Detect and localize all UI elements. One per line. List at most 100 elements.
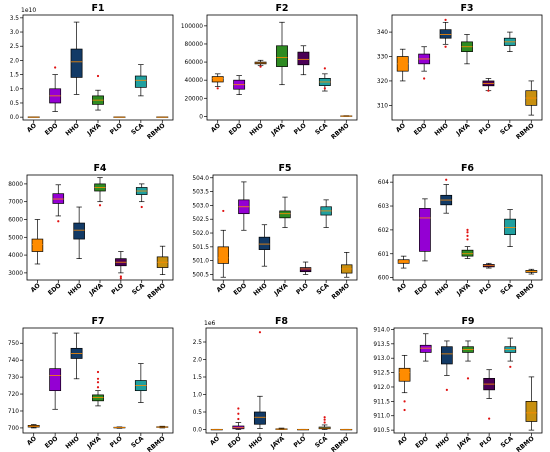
box-plo bbox=[483, 369, 495, 420]
x-tick-label: PLO bbox=[293, 122, 308, 136]
y-tick-label: 0.0 bbox=[10, 115, 20, 121]
x-tick-label: AO bbox=[396, 282, 408, 294]
x-tick-label: SCA bbox=[499, 282, 514, 296]
box-hho bbox=[253, 331, 266, 429]
outlier-point bbox=[96, 74, 100, 78]
outlier-point bbox=[423, 77, 426, 80]
x-tick-label: EDO bbox=[232, 282, 248, 297]
box-edo bbox=[238, 181, 250, 231]
x-tick-label: EDO bbox=[44, 435, 60, 450]
x-tick-label: JAYA bbox=[454, 122, 471, 138]
box-plo bbox=[297, 428, 310, 431]
x-tick-label: PLO bbox=[295, 282, 310, 296]
x-tick-label: PLO bbox=[292, 435, 307, 449]
box-ao bbox=[211, 73, 224, 90]
x-tick-label: RBMO bbox=[330, 122, 351, 141]
box-ao bbox=[398, 354, 411, 412]
box-edo bbox=[49, 332, 62, 410]
y-tick-label: 0 bbox=[199, 114, 203, 120]
box-sca bbox=[135, 183, 148, 209]
x-tick-label: HHO bbox=[434, 282, 450, 297]
x-tick-label: EDO bbox=[414, 282, 430, 297]
box-sca bbox=[320, 199, 332, 228]
box-body bbox=[419, 344, 432, 353]
box-jaya bbox=[92, 370, 104, 407]
y-tick-label: 911.5 bbox=[373, 399, 390, 405]
chart-panel-f7: F7 700 710 720 730 740 750 AO EDO HHO JAYA PLO SCA RB… bbox=[8, 316, 174, 452]
y-tick-label: 340 bbox=[377, 30, 388, 36]
chart-panel-f9: F9 910.5 911.0 911.5 912.0 912.5 913.0 913.5 914… bbox=[373, 316, 543, 452]
x-tick-label: JAYA bbox=[85, 435, 102, 451]
chart-title: F8 bbox=[275, 316, 288, 327]
box-jaya bbox=[462, 340, 474, 380]
x-tick-label: RBMO bbox=[515, 122, 536, 141]
box-rbmo bbox=[525, 268, 538, 275]
box-ao bbox=[396, 48, 409, 82]
outlier-point bbox=[96, 377, 100, 380]
chart-title: F7 bbox=[91, 316, 104, 327]
outlier-point bbox=[403, 400, 406, 403]
y-tick-label: 710 bbox=[8, 409, 19, 415]
outlier-point bbox=[258, 331, 262, 334]
y-tick-label: 504.0 bbox=[192, 176, 209, 182]
y-tick-label: 3000 bbox=[8, 271, 23, 277]
box-edo bbox=[233, 75, 246, 96]
box-plo bbox=[482, 78, 495, 92]
outlier-point bbox=[487, 89, 490, 92]
box-hho bbox=[439, 18, 452, 48]
chart-title: F5 bbox=[278, 163, 291, 174]
box-body bbox=[211, 76, 224, 83]
box-body bbox=[441, 346, 453, 365]
y-tick-label: 40000 bbox=[185, 78, 204, 84]
axes-frame bbox=[392, 174, 543, 281]
x-tick-label: SCA bbox=[500, 435, 515, 449]
box-rbmo bbox=[156, 245, 169, 276]
box-body bbox=[276, 45, 288, 67]
box-sca bbox=[134, 363, 147, 403]
chart-panel-f5: F5 500.5 501.0 501.5 502.0 502.5 503.0 503.5 504… bbox=[192, 163, 358, 301]
box-edo bbox=[52, 184, 65, 223]
box-body bbox=[70, 48, 83, 78]
x-tick-label: PLO bbox=[109, 435, 124, 449]
chart-panel-f4: F4 3000 4000 5000 6000 7000 8000 AO EDO HHO JAYA PL… bbox=[8, 163, 174, 301]
y-tick-label: 720 bbox=[8, 392, 19, 398]
box-jaya bbox=[94, 177, 106, 207]
axes-frame bbox=[22, 327, 174, 434]
outlier-point bbox=[323, 416, 326, 419]
chart-title: F9 bbox=[461, 316, 474, 327]
x-tick-label: RBMO bbox=[515, 282, 536, 301]
box-sca bbox=[504, 209, 516, 247]
box-plo bbox=[115, 251, 127, 280]
x-tick-label: PLO bbox=[478, 282, 493, 296]
y-tick-label: 911.0 bbox=[373, 414, 390, 420]
outlier-point bbox=[403, 408, 406, 412]
y-tick-label: 700 bbox=[8, 426, 19, 432]
box-plo bbox=[482, 262, 495, 269]
chart-title: F6 bbox=[461, 163, 474, 174]
outlier-point bbox=[445, 388, 448, 391]
y-tick-label: 601 bbox=[378, 252, 389, 258]
x-tick-label: RBMO bbox=[146, 435, 167, 452]
box-rbmo bbox=[340, 115, 353, 117]
y-tick-label: 500.5 bbox=[192, 272, 209, 278]
x-tick-label: RBMO bbox=[515, 435, 536, 452]
x-tick-label: SCA bbox=[499, 122, 514, 136]
outlier-point bbox=[237, 412, 240, 415]
chart-panel-f3: F3 310 320 330 340 AO EDO HHO JAYA PLO SCA RBMO bbox=[377, 3, 543, 141]
box-jaya bbox=[275, 427, 288, 430]
outlier-point bbox=[323, 418, 326, 421]
box-ao bbox=[217, 209, 229, 278]
x-tick-label: HHO bbox=[435, 435, 451, 450]
box-rbmo bbox=[156, 116, 169, 118]
x-tick-label: SCA bbox=[131, 282, 146, 296]
box-sca bbox=[504, 337, 517, 368]
chart-title: F1 bbox=[91, 3, 104, 14]
box-body bbox=[92, 394, 104, 402]
y-tick-label: 310 bbox=[377, 103, 388, 109]
x-tick-label: PLO bbox=[110, 282, 125, 296]
y-tick-label: 4000 bbox=[8, 253, 23, 259]
box-body bbox=[398, 367, 411, 382]
box-ao bbox=[27, 424, 40, 429]
y-tick-label: 2.0 bbox=[10, 58, 20, 64]
x-tick-label: RBMO bbox=[146, 122, 167, 141]
